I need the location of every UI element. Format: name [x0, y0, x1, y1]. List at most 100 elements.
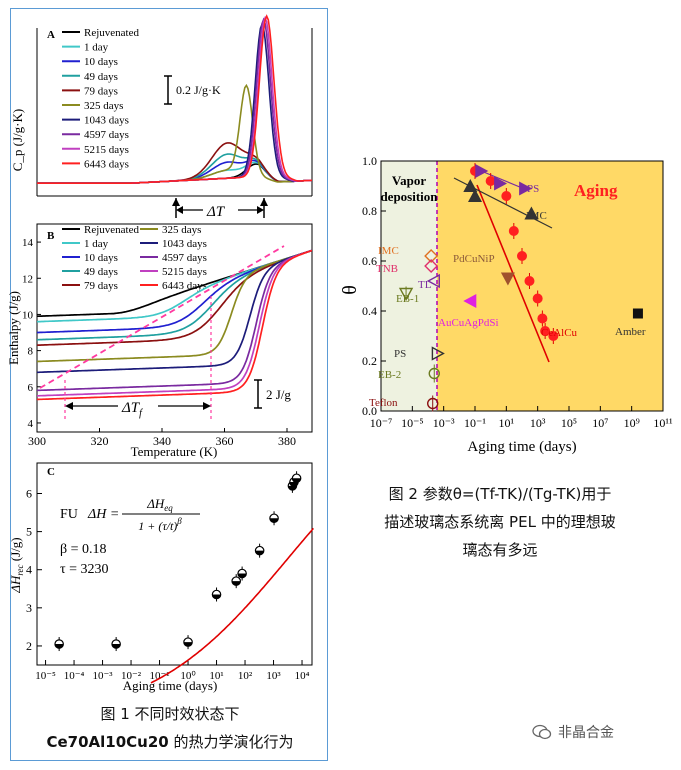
panelC-ytick-label: 5: [26, 525, 32, 539]
fig2-label-tl: TL: [418, 279, 432, 291]
figure1-chart: A C_p (J/g·K) Rejuvenated 1 day 10 days 49 …: [6, 14, 315, 693]
panelA-legend-label: 1 day: [84, 42, 109, 54]
panelC-xtick-label: 10⁴: [295, 670, 310, 682]
panelA-label: A: [47, 29, 55, 41]
panelC-ytick-label: 6: [26, 486, 32, 500]
fig2-ps-point: [475, 164, 489, 178]
fig2-cealcu-point: [532, 293, 543, 304]
fig2-xtick-label: 10³: [530, 416, 546, 430]
panelB-curve: [37, 249, 312, 347]
panelB-label: B: [47, 230, 55, 242]
panelC-tau: τ = 3230: [60, 562, 109, 577]
panelA-curve: [37, 14, 313, 184]
panelB-ylabel: Enthalpy (J/g): [6, 291, 21, 365]
panelC-ytick-label: 4: [26, 563, 32, 577]
fig2-eb1-point: [398, 287, 414, 301]
panelB-delta-label: ΔTf: [121, 400, 143, 419]
panelC-fit-label: FU: [60, 507, 78, 522]
fig2-vapor-label-2: deposition: [380, 189, 438, 204]
fig2-ytick-label: 0.2: [362, 354, 377, 368]
panelB-xlabel: Temperature (K): [131, 444, 218, 459]
panelC-xtick-label: 10⁰: [180, 670, 196, 682]
fig2-xlabel: Aging time (days): [467, 439, 576, 455]
panelC-xtick-label: 10⁻³: [92, 670, 113, 682]
fig2-tnb-point: [424, 259, 439, 273]
panelC-point-fill: [237, 573, 247, 578]
fig2-label-ps-left: PS: [394, 348, 406, 360]
panelA-legend-label: 4597 days: [84, 129, 129, 141]
panelC-ticks: 10⁻⁵ 10⁻⁴ 10⁻³ 10⁻² 10⁻¹ 10⁰ 10¹ 10² 10³ 10⁴ 2 3 4 5 6: [26, 486, 310, 682]
panelB-legend-label: 325 days: [162, 224, 201, 236]
panelA-legend-label: 1043 days: [84, 115, 129, 127]
figure2-caption: 图 2 参数θ=(Tf-TK)/(Tg-TK)用于 描述玻璃态系统离 PEL 中…: [340, 480, 660, 564]
fig2-xtick-label: 10⁹: [624, 416, 640, 430]
panelC-beta: β = 0.18: [60, 542, 107, 557]
panelB-xtick-label: 320: [91, 434, 109, 448]
panelB-ytick-label: 10: [22, 309, 34, 321]
panelB-curve: [37, 249, 312, 397]
panelC-point-fill: [255, 550, 264, 555]
fig2-xtick-label: 10¹¹: [653, 416, 673, 430]
panelB-curve: [37, 249, 312, 363]
panelB-xtick-label: 300: [28, 434, 46, 448]
panelB-curve: [37, 249, 312, 374]
fig2-label-pdcunip: PdCuNiP: [453, 253, 495, 265]
fig2-vapor-label-1: Vapor: [392, 173, 426, 188]
panelB-curves: [37, 249, 312, 401]
panelC-point-fill: [288, 485, 297, 491]
panelC-point-fill: [183, 642, 193, 647]
fig2-ytick-label: 0.4: [362, 304, 377, 318]
panelB-legend-label: Rejuvenated: [84, 224, 139, 236]
fig2-label-eb1: EB-1: [396, 293, 419, 305]
panelB-xtick-label: 360: [216, 434, 234, 448]
fig2-aucuagpdsi-point: [463, 294, 477, 308]
panelB-ytick-label: 14: [22, 237, 34, 249]
panelC-eq-num: ΔHeq: [146, 496, 173, 513]
panelA-legend-label: 325 days: [84, 100, 123, 112]
panelC-eq-den: 1 + (τ/t)β: [138, 516, 182, 533]
panelC-xtick-label: 10⁻²: [121, 670, 142, 682]
fig2-label-imc-right: IMC: [526, 210, 547, 222]
panelC-xtick-label: 10⁻¹: [149, 670, 169, 682]
panelA-legend: Rejuvenated 1 day 10 days 49 days 79 days 325…: [62, 27, 139, 170]
panelC-ylabel: ΔHrec (J/g): [8, 537, 25, 593]
panelB-ticks: 300 320 340 360 380 4 6 8 10 12 14: [22, 237, 296, 448]
fig2-xtick-label: 10⁻¹: [464, 416, 486, 430]
panelB-scale-label: 2 J/g: [266, 387, 291, 402]
panelC-xtick-label: 10⁻⁵: [35, 670, 56, 682]
fig2-label-tnb: TNB: [376, 263, 398, 275]
figure2-caption-line2: 描述玻璃态系统离 PEL 中的理想玻: [384, 513, 616, 531]
fig2-frame: [380, 160, 664, 412]
panelC-point-fill: [269, 518, 279, 523]
fig2-ps-point: [494, 176, 508, 191]
panelA-delta-arrow: [172, 198, 268, 218]
fig2-imc-point: [524, 206, 539, 220]
fig2-xtick-label: 10⁵: [561, 416, 577, 430]
fig2-ytick-label: 1.0: [362, 154, 377, 168]
fig2-ylabel: θ: [339, 285, 361, 295]
panelA-curves: [37, 14, 313, 184]
panelC-point-fill: [289, 482, 299, 487]
panelB-curve: [37, 249, 312, 401]
panelB-curve: [37, 249, 312, 392]
panelB-legend-label: 1043 days: [162, 238, 207, 250]
panelC-ytick-label: 3: [26, 601, 32, 615]
panelC-point-fill: [54, 644, 64, 649]
fig2-ps-point: [519, 181, 533, 196]
panelC-xtick-label: 10³: [266, 670, 281, 682]
watermark-text: 非晶合金: [558, 725, 614, 741]
panelC-eq-left: ΔH =: [87, 507, 119, 522]
panelA-legend-label: 79 days: [84, 85, 118, 97]
wechat-icon: [532, 724, 552, 740]
fig2-cealcu-point: [485, 176, 496, 186]
panelB-ytick-label: 6: [28, 382, 34, 394]
fig2-vapor-region: [381, 161, 437, 411]
fig2-cealcu-point: [508, 226, 519, 236]
fig2-xtick-label: 10⁻³: [433, 416, 455, 430]
figure1-border: [10, 8, 328, 761]
fig2-xtick-label: 10⁷: [592, 416, 608, 430]
panelB-legend-label: 10 days: [84, 252, 118, 264]
watermark: 非晶合金: [532, 722, 614, 742]
panelA-legend-label: 49 days: [84, 71, 118, 83]
fig2-label-ps-right: PS: [527, 183, 539, 195]
